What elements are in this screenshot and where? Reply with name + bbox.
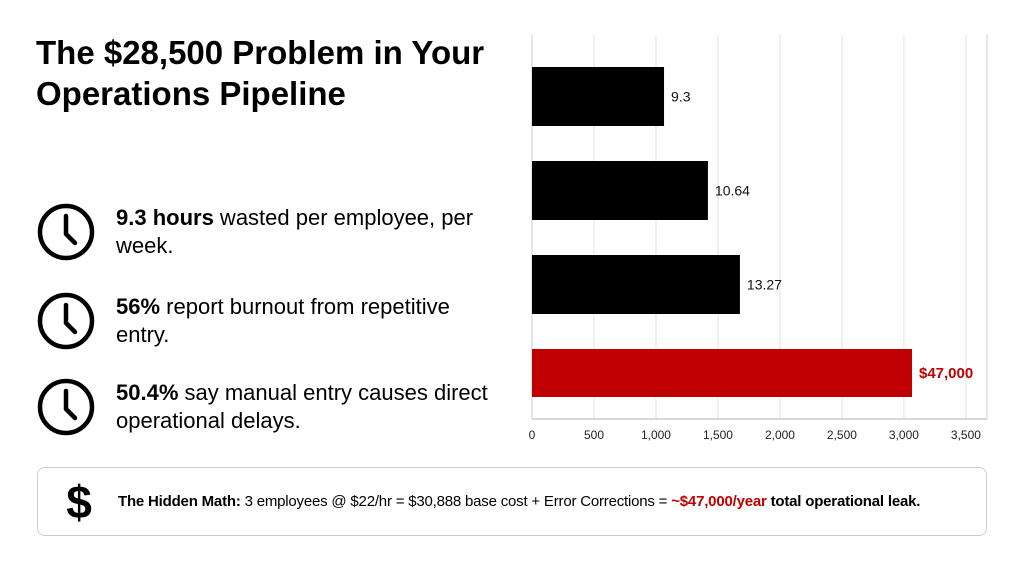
data-label: $47,000 (919, 365, 973, 382)
bar (532, 349, 912, 397)
callout-body: 3 employees @ $22/hr = $30,888 base cost… (240, 493, 672, 510)
clock-icon (37, 292, 95, 350)
page-title: The $28,500 Problem in Your Operations P… (36, 34, 485, 112)
stat-bold: 50.4% (116, 380, 179, 405)
x-tick-label: 2,000 (765, 428, 795, 442)
stat-item: 50.4% say manual entry causes direct ope… (36, 377, 496, 437)
x-tick-label: 0 (529, 428, 536, 442)
x-tick-label: 1,500 (703, 428, 733, 442)
data-label: 13.27 (747, 277, 782, 293)
hidden-math-callout: $ The Hidden Math: 3 employees @ $22/hr … (37, 467, 987, 536)
bar (532, 161, 708, 220)
stat-bold: 56% (116, 294, 161, 319)
stat-item: 9.3 hours wasted per employee, per week. (36, 202, 496, 262)
callout-lead: The Hidden Math: (118, 493, 241, 510)
x-tick-label: 3,500 (951, 428, 981, 442)
dollar-icon: $ (66, 475, 92, 528)
x-tick-label: 500 (584, 428, 604, 442)
bar (532, 67, 665, 126)
x-tick-label: 2,500 (827, 428, 857, 442)
callout-tail: total operational leak. (766, 493, 921, 510)
stat-text: say manual entry causes direct operation… (116, 380, 488, 433)
x-tick-label: 1,000 (641, 428, 671, 442)
stat-item: 56% report burnout from repetitive entry… (36, 291, 496, 351)
data-label: 10.64 (715, 183, 750, 199)
callout-highlight: ~$47,000/year (671, 493, 767, 510)
bar-chart: 0 500 1,000 1,500 2,000 2,500 3,000 3,500 9.3 10.… (529, 35, 988, 442)
x-tick-label: 3,000 (889, 428, 919, 442)
stat-bold: 9.3 hours (116, 205, 214, 230)
clock-icon (37, 378, 95, 436)
clock-icon (37, 203, 95, 261)
stat-text: report burnout from repetitive entry. (116, 294, 450, 347)
stat-text: wasted per employee, per week. (116, 205, 474, 258)
data-label: 9.3 (671, 89, 691, 105)
bar (532, 255, 740, 314)
